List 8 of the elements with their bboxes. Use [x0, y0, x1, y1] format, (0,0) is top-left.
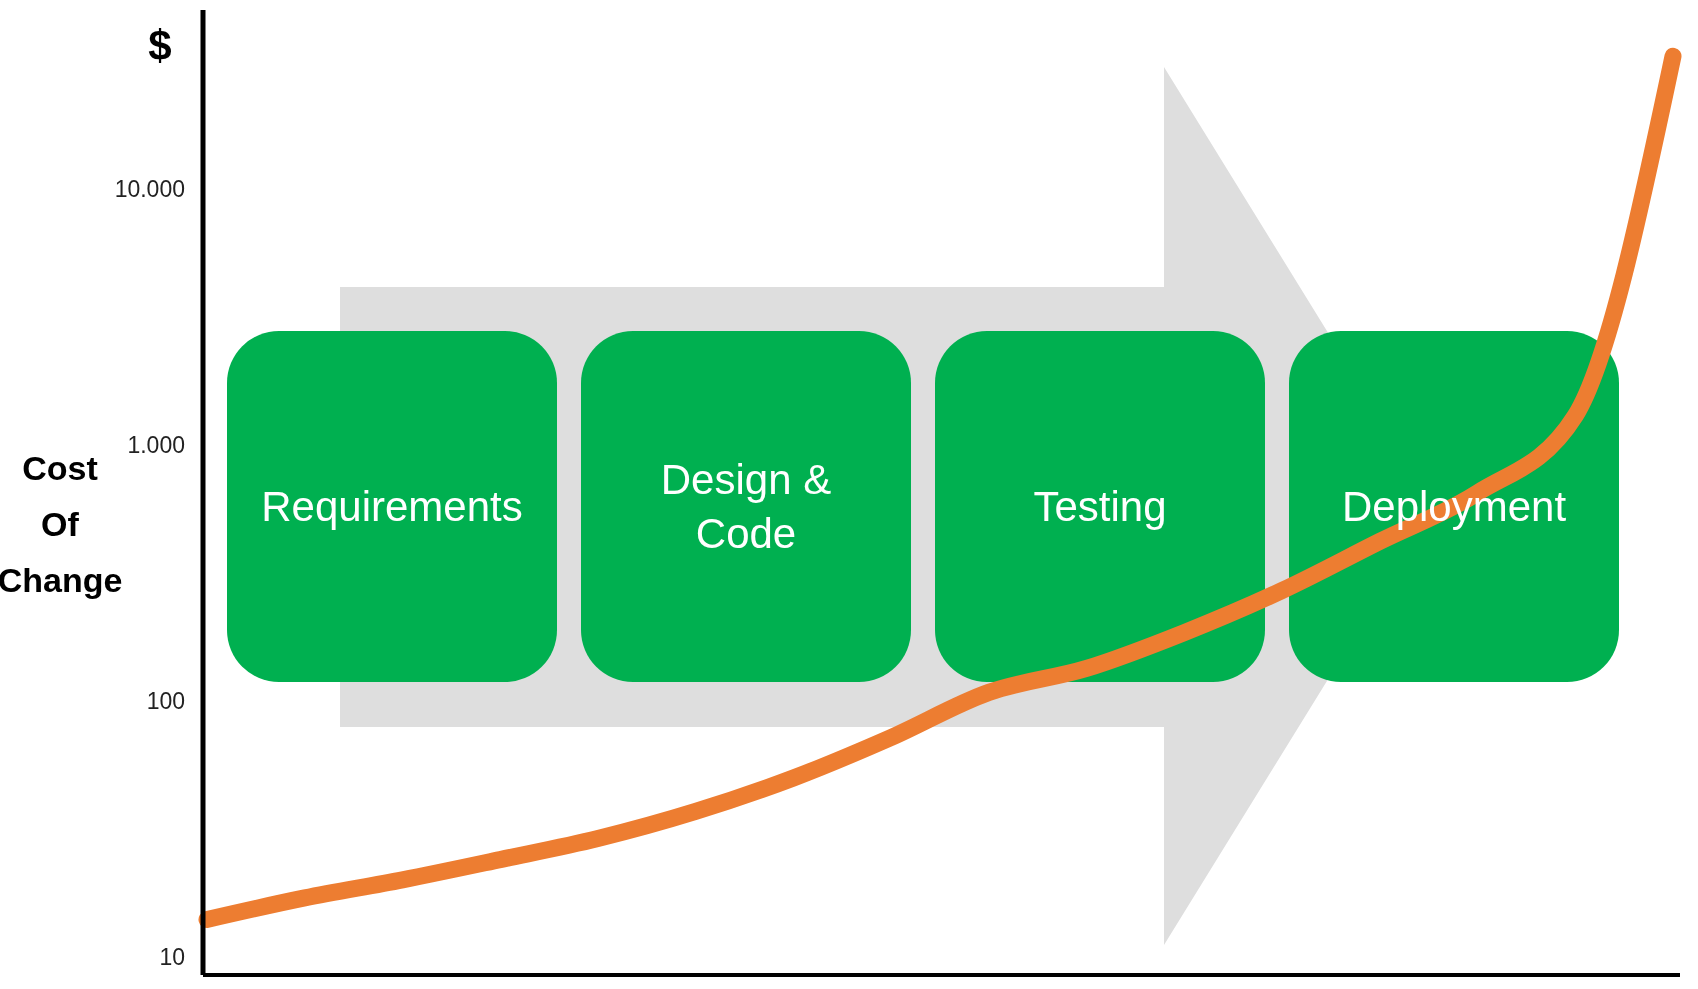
y-tick-label: 100: [146, 687, 185, 714]
annotation: Testing: [1033, 482, 1167, 530]
text: $: [148, 22, 172, 69]
y-tick-label: 1.000: [127, 431, 185, 458]
annotation: Design & Code: [660, 455, 832, 557]
annotation: Requirements: [261, 482, 523, 530]
y-tick-label: 10: [159, 943, 185, 970]
y-tick-label: 10.000: [114, 175, 185, 202]
